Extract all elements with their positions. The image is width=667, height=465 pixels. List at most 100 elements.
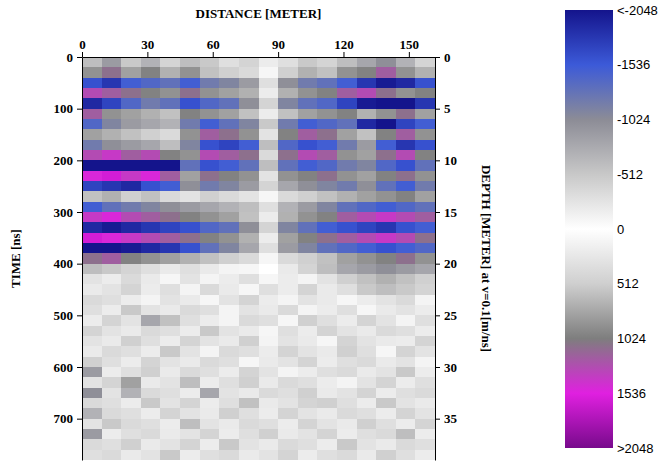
axis-line [435, 58, 436, 461]
cell [337, 212, 357, 223]
cell [82, 295, 102, 306]
cell [102, 150, 122, 161]
cell [121, 326, 141, 337]
colorbar-tick-label: 0 [617, 222, 624, 237]
cell [357, 140, 377, 151]
cell [376, 336, 396, 347]
cell [396, 398, 416, 409]
cell [298, 67, 318, 78]
cell [298, 305, 318, 316]
cell [357, 419, 377, 430]
tick: 60 [207, 37, 220, 57]
cell [317, 57, 337, 68]
cell [141, 336, 161, 347]
cell [357, 388, 377, 399]
colorbar-tick-label: 1536 [617, 386, 646, 401]
cell [141, 78, 161, 89]
cell [141, 408, 161, 419]
cell [376, 315, 396, 326]
cell [200, 439, 220, 450]
cell [180, 429, 200, 440]
cell [239, 419, 259, 430]
tick-mark [435, 109, 440, 110]
cell [200, 150, 220, 161]
cell [337, 377, 357, 388]
cell [278, 233, 298, 244]
cell [219, 408, 239, 419]
cell [239, 264, 259, 275]
cell [298, 439, 318, 450]
cell [278, 253, 298, 264]
tick: 10 [435, 153, 457, 168]
cell [357, 243, 377, 254]
tick-label: 100 [54, 101, 74, 116]
cell [259, 336, 279, 347]
cell [278, 78, 298, 89]
cell [259, 191, 279, 202]
cell [415, 326, 435, 337]
tick: 200 [54, 153, 83, 168]
cell [160, 88, 180, 99]
cell [376, 222, 396, 233]
cell [102, 233, 122, 244]
cell [219, 315, 239, 326]
cell [396, 191, 416, 202]
cell [160, 367, 180, 378]
cell [141, 67, 161, 78]
cell [259, 160, 279, 171]
cell [121, 264, 141, 275]
cell [239, 408, 259, 419]
cell [102, 439, 122, 450]
cell [259, 408, 279, 419]
y2-axis-title: DEPTH [METER] at v=0.1[m/ns] [479, 165, 494, 352]
cell [121, 253, 141, 264]
cell [357, 429, 377, 440]
cell [121, 346, 141, 357]
cell [102, 191, 122, 202]
cell [200, 450, 220, 460]
cell [337, 119, 357, 130]
cell [180, 88, 200, 99]
cell [219, 264, 239, 275]
cell [102, 202, 122, 213]
cell [180, 243, 200, 254]
cell [121, 450, 141, 460]
cell [278, 357, 298, 368]
cell [141, 326, 161, 337]
cell [376, 57, 396, 68]
colorbar-tick-label: >2048 [617, 441, 654, 456]
cell [415, 67, 435, 78]
cell [102, 326, 122, 337]
cell [239, 212, 259, 223]
cell [278, 98, 298, 109]
cell [141, 377, 161, 388]
colorbar-tick-label: -1536 [617, 57, 650, 72]
cell [239, 119, 259, 130]
cell [376, 129, 396, 140]
cell [239, 439, 259, 450]
tick: 35 [435, 411, 458, 426]
cell [239, 377, 259, 388]
cell [415, 150, 435, 161]
cell [200, 78, 220, 89]
cell [121, 67, 141, 78]
cell [298, 212, 318, 223]
cell [357, 357, 377, 368]
cell [160, 439, 180, 450]
cell [180, 450, 200, 460]
cell [219, 109, 239, 120]
cell [317, 419, 337, 430]
cell [141, 171, 161, 182]
cell [415, 450, 435, 460]
cell [200, 336, 220, 347]
cell [160, 243, 180, 254]
cell [396, 305, 416, 316]
cell [121, 191, 141, 202]
tick-mark [77, 160, 82, 161]
cell [259, 388, 279, 399]
tick-mark [435, 57, 440, 58]
cell [317, 181, 337, 192]
cell [141, 181, 161, 192]
cell [219, 98, 239, 109]
cell [160, 57, 180, 68]
